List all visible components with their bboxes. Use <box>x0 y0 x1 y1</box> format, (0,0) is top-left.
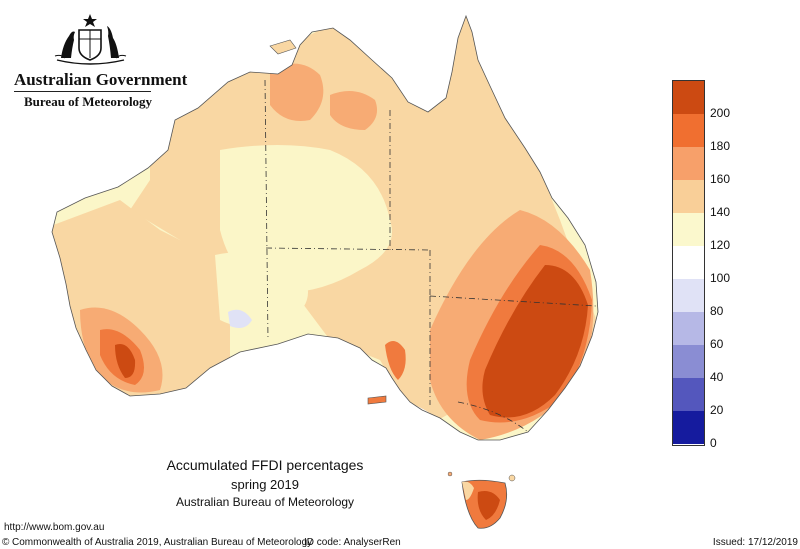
map-source: Australian Bureau of Meteorology <box>175 495 355 509</box>
bom-logo <box>8 8 158 113</box>
tasmania <box>461 479 508 529</box>
legend-tick-label: 200 <box>710 106 731 120</box>
legend-tick-label: 80 <box>710 304 724 318</box>
legend-swatch <box>673 147 704 180</box>
islands <box>269 39 516 482</box>
legend-tick-label: 40 <box>710 370 724 384</box>
band-120-west <box>215 252 308 328</box>
melville-island <box>269 39 297 55</box>
king-island <box>447 471 453 477</box>
legend-tick-label: 20 <box>710 403 724 417</box>
border-nt-sa <box>265 247 431 251</box>
bom-url-link[interactable]: http://www.bom.gov.au <box>4 522 105 533</box>
border-wa <box>264 79 269 341</box>
legend-tick-label: 140 <box>710 205 731 219</box>
mainland-outline <box>51 14 599 441</box>
legend-swatch <box>673 312 704 345</box>
issued-date: Issued: 17/12/2019 <box>712 537 798 548</box>
legend-tick-label: 120 <box>710 238 731 252</box>
state-borders <box>264 79 597 433</box>
band-200-southwest <box>115 344 136 378</box>
map-title: Accumulated FFDI percentages <box>166 457 364 473</box>
legend-swatch <box>673 246 704 279</box>
tasmania-west <box>462 481 474 500</box>
footer-bar: © Commonwealth of Australia 2019, Austra… <box>0 536 800 549</box>
band-180-sa <box>385 341 406 380</box>
legend-tick-label: 160 <box>710 172 731 186</box>
legend-swatch <box>673 114 704 147</box>
id-code: ID code: AnalyserRen <box>304 537 401 548</box>
bureau-title: Bureau of Meteorology <box>24 94 153 109</box>
band-160-topend <box>270 63 324 121</box>
legend-tick-label: 60 <box>710 337 724 351</box>
band-200-east <box>482 265 588 418</box>
legend-swatch <box>673 81 704 114</box>
kangaroo-island <box>367 395 387 405</box>
legend-swatch <box>673 378 704 411</box>
flinders-island <box>508 474 516 482</box>
header-divider <box>14 91 151 92</box>
government-title: Australian Government <box>14 70 188 89</box>
legend-tick-label: 100 <box>710 271 731 285</box>
legend-swatch <box>673 213 704 246</box>
legend-tick-label: 180 <box>710 139 731 153</box>
coat-of-arms-icon <box>54 14 127 65</box>
legend-swatch <box>673 411 704 444</box>
border-qld-nsw <box>429 295 597 307</box>
band-80-south-patch <box>418 421 440 437</box>
band-160-carpentaria <box>330 91 378 130</box>
tasmania-high <box>477 491 500 520</box>
legend-swatch <box>673 279 704 312</box>
copyright-text: Commonwealth of Australia 2019, Australi… <box>12 537 313 548</box>
legend-swatch <box>673 345 704 378</box>
legend-swatch <box>673 180 704 213</box>
legend-tick-label: 0 <box>710 436 717 450</box>
color-legend <box>672 80 705 446</box>
map-period: spring 2019 <box>231 477 299 492</box>
band-80-west-patch <box>228 309 252 328</box>
border-nsw-vic <box>457 401 529 433</box>
copyright-icon: © <box>2 537 10 548</box>
mainland <box>51 14 599 441</box>
